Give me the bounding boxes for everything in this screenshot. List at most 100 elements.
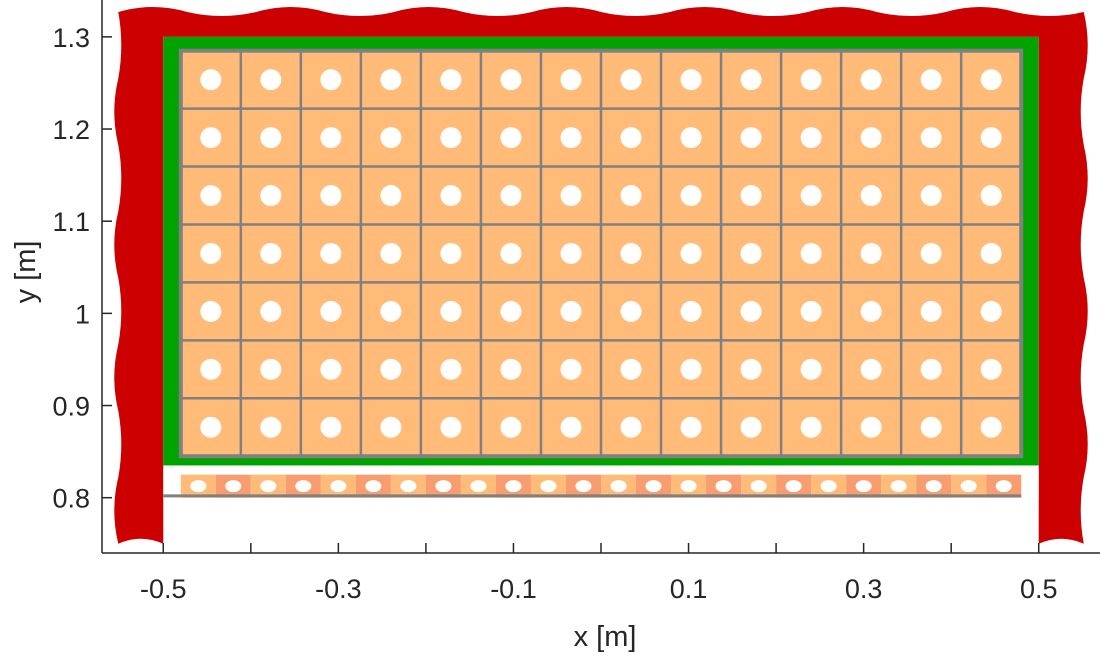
grid-dot xyxy=(500,127,522,149)
y-axis-label: y [m] xyxy=(10,241,42,304)
strip-dot xyxy=(820,480,837,493)
grid-dot xyxy=(200,242,222,264)
grid-dot xyxy=(800,127,822,149)
grid-dot xyxy=(800,416,822,438)
grid-dot xyxy=(800,358,822,380)
grid-dot xyxy=(560,416,582,438)
strip-dot xyxy=(225,480,242,493)
grid-dot xyxy=(560,300,582,322)
grid-dot xyxy=(500,242,522,264)
grid-dot xyxy=(800,185,822,207)
grid-dot xyxy=(200,185,222,207)
grid-dot xyxy=(860,127,882,149)
grid-dot xyxy=(860,358,882,380)
grid-dot xyxy=(860,69,882,91)
x-tick-label: -0.5 xyxy=(140,574,187,604)
grid-dot xyxy=(740,127,762,149)
grid-dot xyxy=(740,242,762,264)
grid-dot xyxy=(440,242,462,264)
grid-dot xyxy=(500,300,522,322)
grid-dot xyxy=(860,416,882,438)
grid-dot xyxy=(200,69,222,91)
strip-dot xyxy=(680,480,697,493)
grid-dot xyxy=(560,358,582,380)
grid-dot xyxy=(740,300,762,322)
grid-dot xyxy=(380,416,402,438)
grid-dot xyxy=(680,127,702,149)
y-tick-label: 0.9 xyxy=(52,392,90,422)
strip-dot xyxy=(890,480,907,493)
panel-grid-layer xyxy=(178,48,1024,459)
grid-dot xyxy=(260,300,282,322)
grid-dot xyxy=(500,358,522,380)
grid-dot xyxy=(320,358,342,380)
grid-dot xyxy=(500,416,522,438)
y-tick-label: 1.3 xyxy=(52,23,90,53)
grid-dot xyxy=(620,242,642,264)
grid-dot xyxy=(440,69,462,91)
grid-dot xyxy=(920,242,942,264)
grid-dot xyxy=(260,127,282,149)
grid-dot xyxy=(980,127,1002,149)
strip-dot xyxy=(960,480,977,493)
grid-dot xyxy=(320,127,342,149)
grid-dot xyxy=(260,358,282,380)
strip-dot xyxy=(610,480,627,493)
grid-dot xyxy=(440,358,462,380)
x-tick-label: 0.1 xyxy=(670,574,708,604)
grid-dot xyxy=(920,69,942,91)
grid-dot xyxy=(680,416,702,438)
x-tick-label: -0.1 xyxy=(490,574,537,604)
grid-dot xyxy=(860,185,882,207)
strip-dot xyxy=(505,480,522,493)
grid-dot xyxy=(860,300,882,322)
strip-dot xyxy=(365,480,382,493)
grid-dot xyxy=(200,300,222,322)
grid-dot xyxy=(200,358,222,380)
strip-dot xyxy=(785,480,802,493)
grid-dot xyxy=(980,69,1002,91)
strip-dot xyxy=(855,480,872,493)
grid-dot xyxy=(440,300,462,322)
y-tick-label: 1 xyxy=(75,299,90,329)
grid-dot xyxy=(380,69,402,91)
strip-dot xyxy=(190,480,207,493)
grid-dot xyxy=(380,300,402,322)
grid-dot xyxy=(980,185,1002,207)
grid-dot xyxy=(680,300,702,322)
grid-dot xyxy=(680,185,702,207)
grid-dot xyxy=(740,185,762,207)
grid-dot xyxy=(680,242,702,264)
strip-dot xyxy=(750,480,767,493)
y-tick-label: 0.8 xyxy=(52,484,90,514)
x-tick-label: 0.5 xyxy=(1020,574,1058,604)
grid-dot xyxy=(920,358,942,380)
grid-dot xyxy=(620,69,642,91)
grid-dot xyxy=(620,416,642,438)
x-tick-label: 0.3 xyxy=(845,574,883,604)
grid-dot xyxy=(560,127,582,149)
y-tick-label: 1.1 xyxy=(52,207,90,237)
grid-dot xyxy=(200,416,222,438)
grid-dot xyxy=(260,416,282,438)
x-tick-label: -0.3 xyxy=(315,574,362,604)
grid-dot xyxy=(740,69,762,91)
grid-dot xyxy=(920,185,942,207)
strip-dot xyxy=(715,480,732,493)
grid-dot xyxy=(560,185,582,207)
y-tick-label: 1.2 xyxy=(52,115,90,145)
strip-dot xyxy=(995,480,1012,493)
grid-dot xyxy=(380,242,402,264)
grid-dot xyxy=(620,127,642,149)
grid-dot xyxy=(320,69,342,91)
grid-dot xyxy=(740,416,762,438)
grid-dot xyxy=(740,358,762,380)
grid-dot xyxy=(500,185,522,207)
strip-dot xyxy=(575,480,592,493)
grid-dot xyxy=(620,185,642,207)
strip-dot xyxy=(645,480,662,493)
grid-dot xyxy=(320,416,342,438)
grid-dot xyxy=(980,242,1002,264)
grid-dot xyxy=(800,300,822,322)
